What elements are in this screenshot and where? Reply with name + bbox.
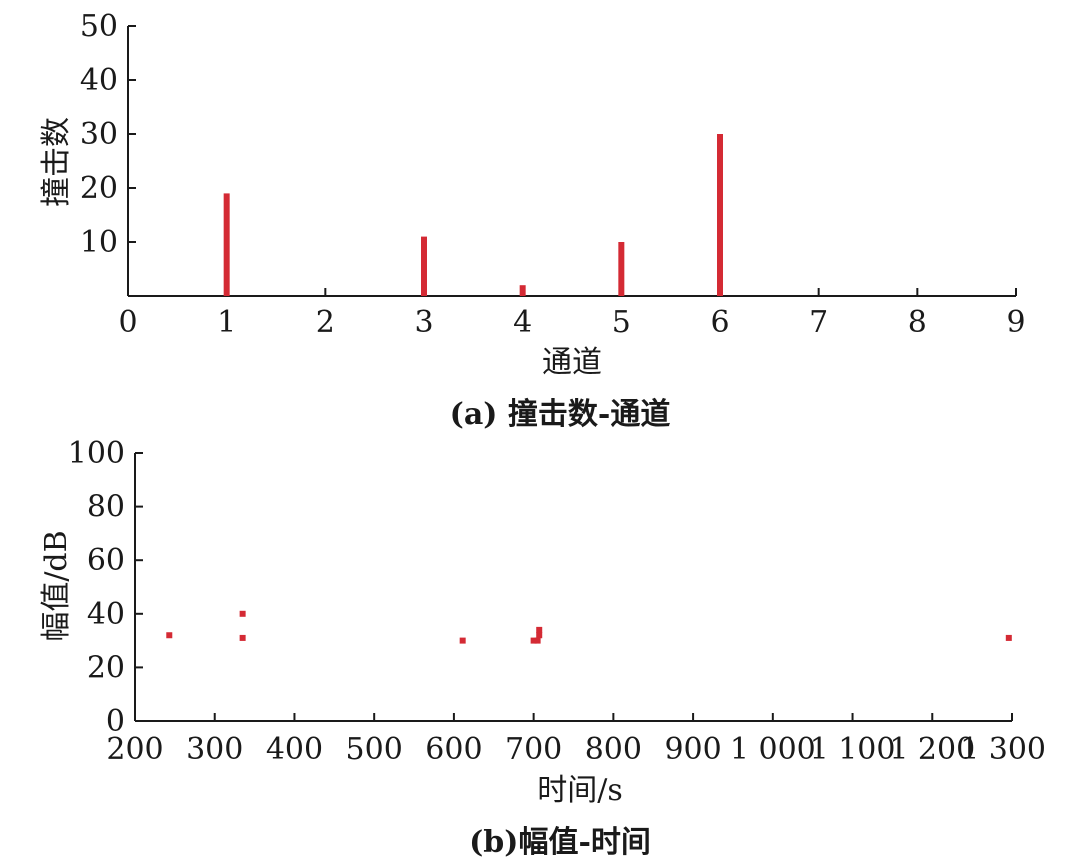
chart-a-y-tick-label: 10 <box>80 225 118 260</box>
chart-a-x-tick-label: 1 <box>217 305 236 340</box>
chart-a-y-tick-label: 40 <box>80 63 118 98</box>
chart-b-x-tick-label: 1 300 <box>960 732 1046 767</box>
chart-b-x-tick-label: 500 <box>346 732 403 767</box>
chart-b-x-tick-label: 800 <box>585 732 642 767</box>
chart-b-point <box>536 632 543 639</box>
chart-b-x-label: 时间/s <box>537 773 623 808</box>
chart-b-point <box>239 634 246 641</box>
chart-a-x-tick-label: 6 <box>710 305 729 340</box>
chart-b-y-tick-label: 40 <box>87 597 125 632</box>
chart-b-x-tick-label: 700 <box>505 732 562 767</box>
chart-a-y-tick-label: 20 <box>80 171 118 206</box>
chart-b-x-tick-label: 600 <box>425 732 482 767</box>
chart-a-x-tick-label: 3 <box>414 305 433 340</box>
chart-a-bar <box>223 193 230 296</box>
chart-b-x-tick-label: 1 100 <box>810 732 896 767</box>
chart-b-y-tick-label: 100 <box>68 436 125 471</box>
chart-a-y-tick-label: 50 <box>80 9 118 44</box>
chart-a-x-tick-label: 5 <box>612 305 631 340</box>
chart-a-bar <box>618 242 625 296</box>
chart-a-bar <box>717 134 723 296</box>
chart-b-point <box>530 637 537 644</box>
chart-b-caption: (b)幅值-时间 <box>469 825 651 860</box>
chart-a-bar <box>421 236 427 296</box>
chart-a-caption: (a) 撞击数-通道 <box>450 397 671 432</box>
chart-a-x-tick-label: 9 <box>1006 305 1025 340</box>
chart-b-x-tick-label: 900 <box>664 732 721 767</box>
chart-a-x-tick-label: 4 <box>513 305 532 340</box>
chart-b-y-tick-label: 60 <box>87 543 125 578</box>
chart-b-x-tick-label: 300 <box>186 732 243 767</box>
chart-b-point <box>534 637 541 644</box>
chart-b-point <box>239 610 246 617</box>
chart-b-x-tick-label: 200 <box>106 732 163 767</box>
chart-b-point <box>1005 634 1012 641</box>
chart-a-y-tick-label: 30 <box>80 117 118 152</box>
chart-b-point <box>166 632 173 639</box>
chart-b: 0 20 40 60 80 100 200 300 400 500 600 700 800 900 1 0… <box>39 436 1046 860</box>
chart-a: 10 20 30 40 50 0 1 2 3 4 5 6 7 8 9 撞击数 通道 (a) 撞击数-通道 <box>39 9 1026 432</box>
chart-b-y-tick-label: 80 <box>87 490 125 525</box>
chart-b-point <box>536 626 543 633</box>
chart-b-y-tick-label: 0 <box>106 704 125 739</box>
chart-a-x-label: 通道 <box>542 345 602 380</box>
chart-a-x-tick-label: 7 <box>809 305 828 340</box>
chart-b-x-tick-label: 400 <box>266 732 323 767</box>
chart-b-x-tick-label: 1 200 <box>889 732 975 767</box>
chart-a-x-tick-label: 0 <box>118 305 137 340</box>
chart-b-y-label: 幅值/dB <box>39 530 74 641</box>
chart-b-x-tick-label: 1 000 <box>730 732 816 767</box>
chart-a-y-label: 撞击数 <box>39 117 74 207</box>
chart-b-point <box>459 637 466 644</box>
chart-b-y-tick-label: 20 <box>87 650 125 685</box>
chart-a-x-tick-label: 2 <box>316 305 335 340</box>
chart-a-x-tick-label: 8 <box>908 305 927 340</box>
chart-a-bar <box>519 285 526 296</box>
